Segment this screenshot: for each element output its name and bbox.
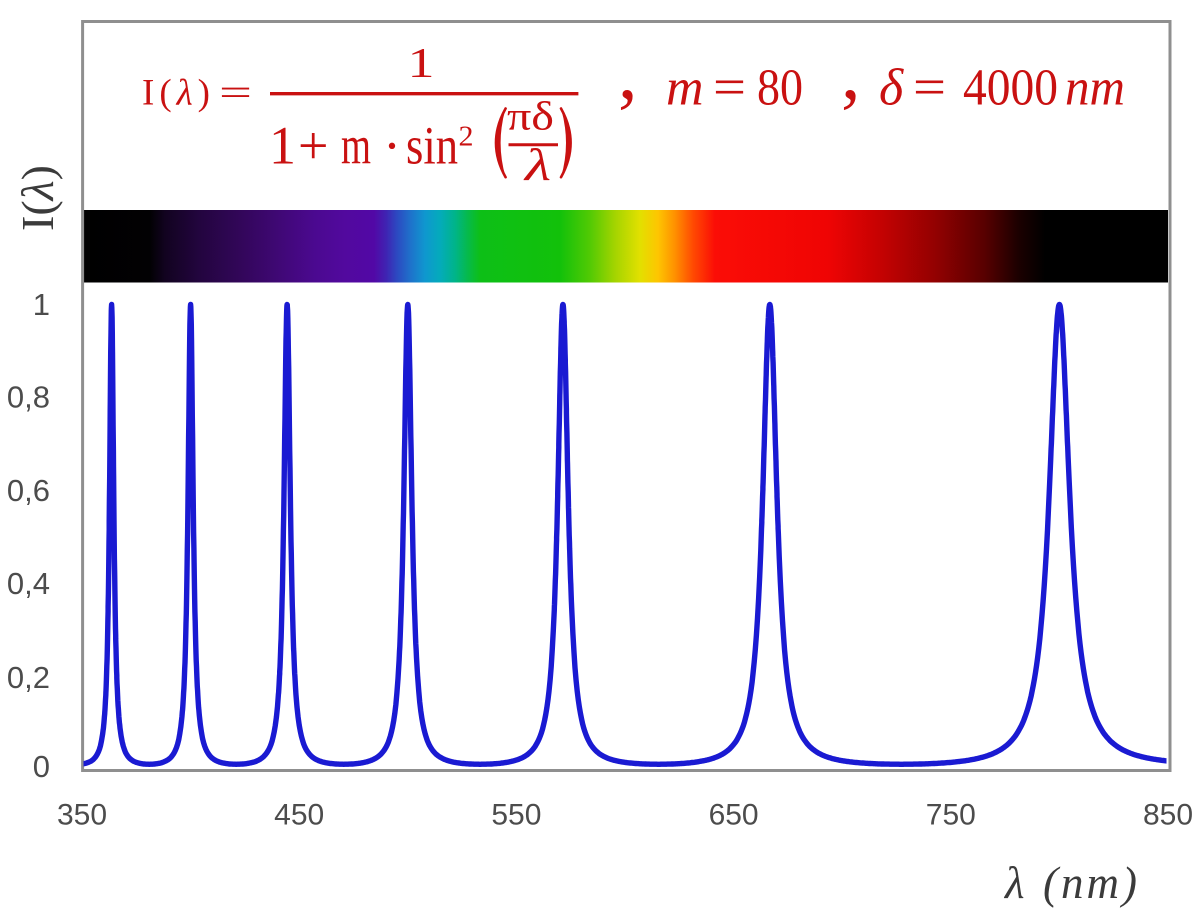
svg-text:δ: δ (879, 60, 904, 117)
svg-text:nm: nm (1065, 60, 1125, 117)
svg-text:πδ: πδ (507, 94, 554, 139)
svg-text:550: 550 (491, 799, 541, 832)
svg-text:=: = (713, 60, 746, 117)
svg-text:2: 2 (459, 120, 474, 152)
svg-text:λ: λ (522, 139, 551, 190)
svg-text:0,2: 0,2 (7, 660, 50, 695)
svg-text:I(λ): I(λ) (142, 72, 210, 113)
svg-text:0,6: 0,6 (7, 473, 50, 508)
svg-text:350: 350 (57, 799, 107, 832)
svg-text:m: m (666, 60, 704, 117)
svg-text:0,8: 0,8 (7, 380, 50, 415)
svg-text:1: 1 (408, 41, 435, 87)
svg-text:850: 850 (1143, 799, 1193, 832)
svg-text:0,4: 0,4 (7, 566, 50, 601)
svg-text:+: + (298, 116, 328, 176)
svg-text:·: · (383, 116, 401, 176)
svg-text:4000: 4000 (963, 60, 1058, 117)
svg-text:λ: λ (1003, 858, 1025, 908)
svg-text:I(λ): I(λ) (12, 165, 63, 231)
svg-text:(nm): (nm) (1043, 858, 1137, 908)
svg-text:1: 1 (269, 116, 296, 176)
svg-text:1: 1 (33, 287, 50, 322)
svg-text:,: , (841, 28, 861, 115)
svg-text:m: m (341, 116, 371, 176)
svg-text:=: = (913, 60, 946, 117)
svg-text:0: 0 (33, 749, 50, 784)
svg-text:,: , (618, 28, 638, 115)
svg-text:80: 80 (757, 60, 803, 117)
svg-text:650: 650 (709, 799, 759, 832)
svg-text:750: 750 (926, 799, 976, 832)
svg-text:450: 450 (274, 799, 324, 832)
svg-text:sin: sin (406, 116, 458, 176)
svg-text:=: = (219, 72, 252, 113)
